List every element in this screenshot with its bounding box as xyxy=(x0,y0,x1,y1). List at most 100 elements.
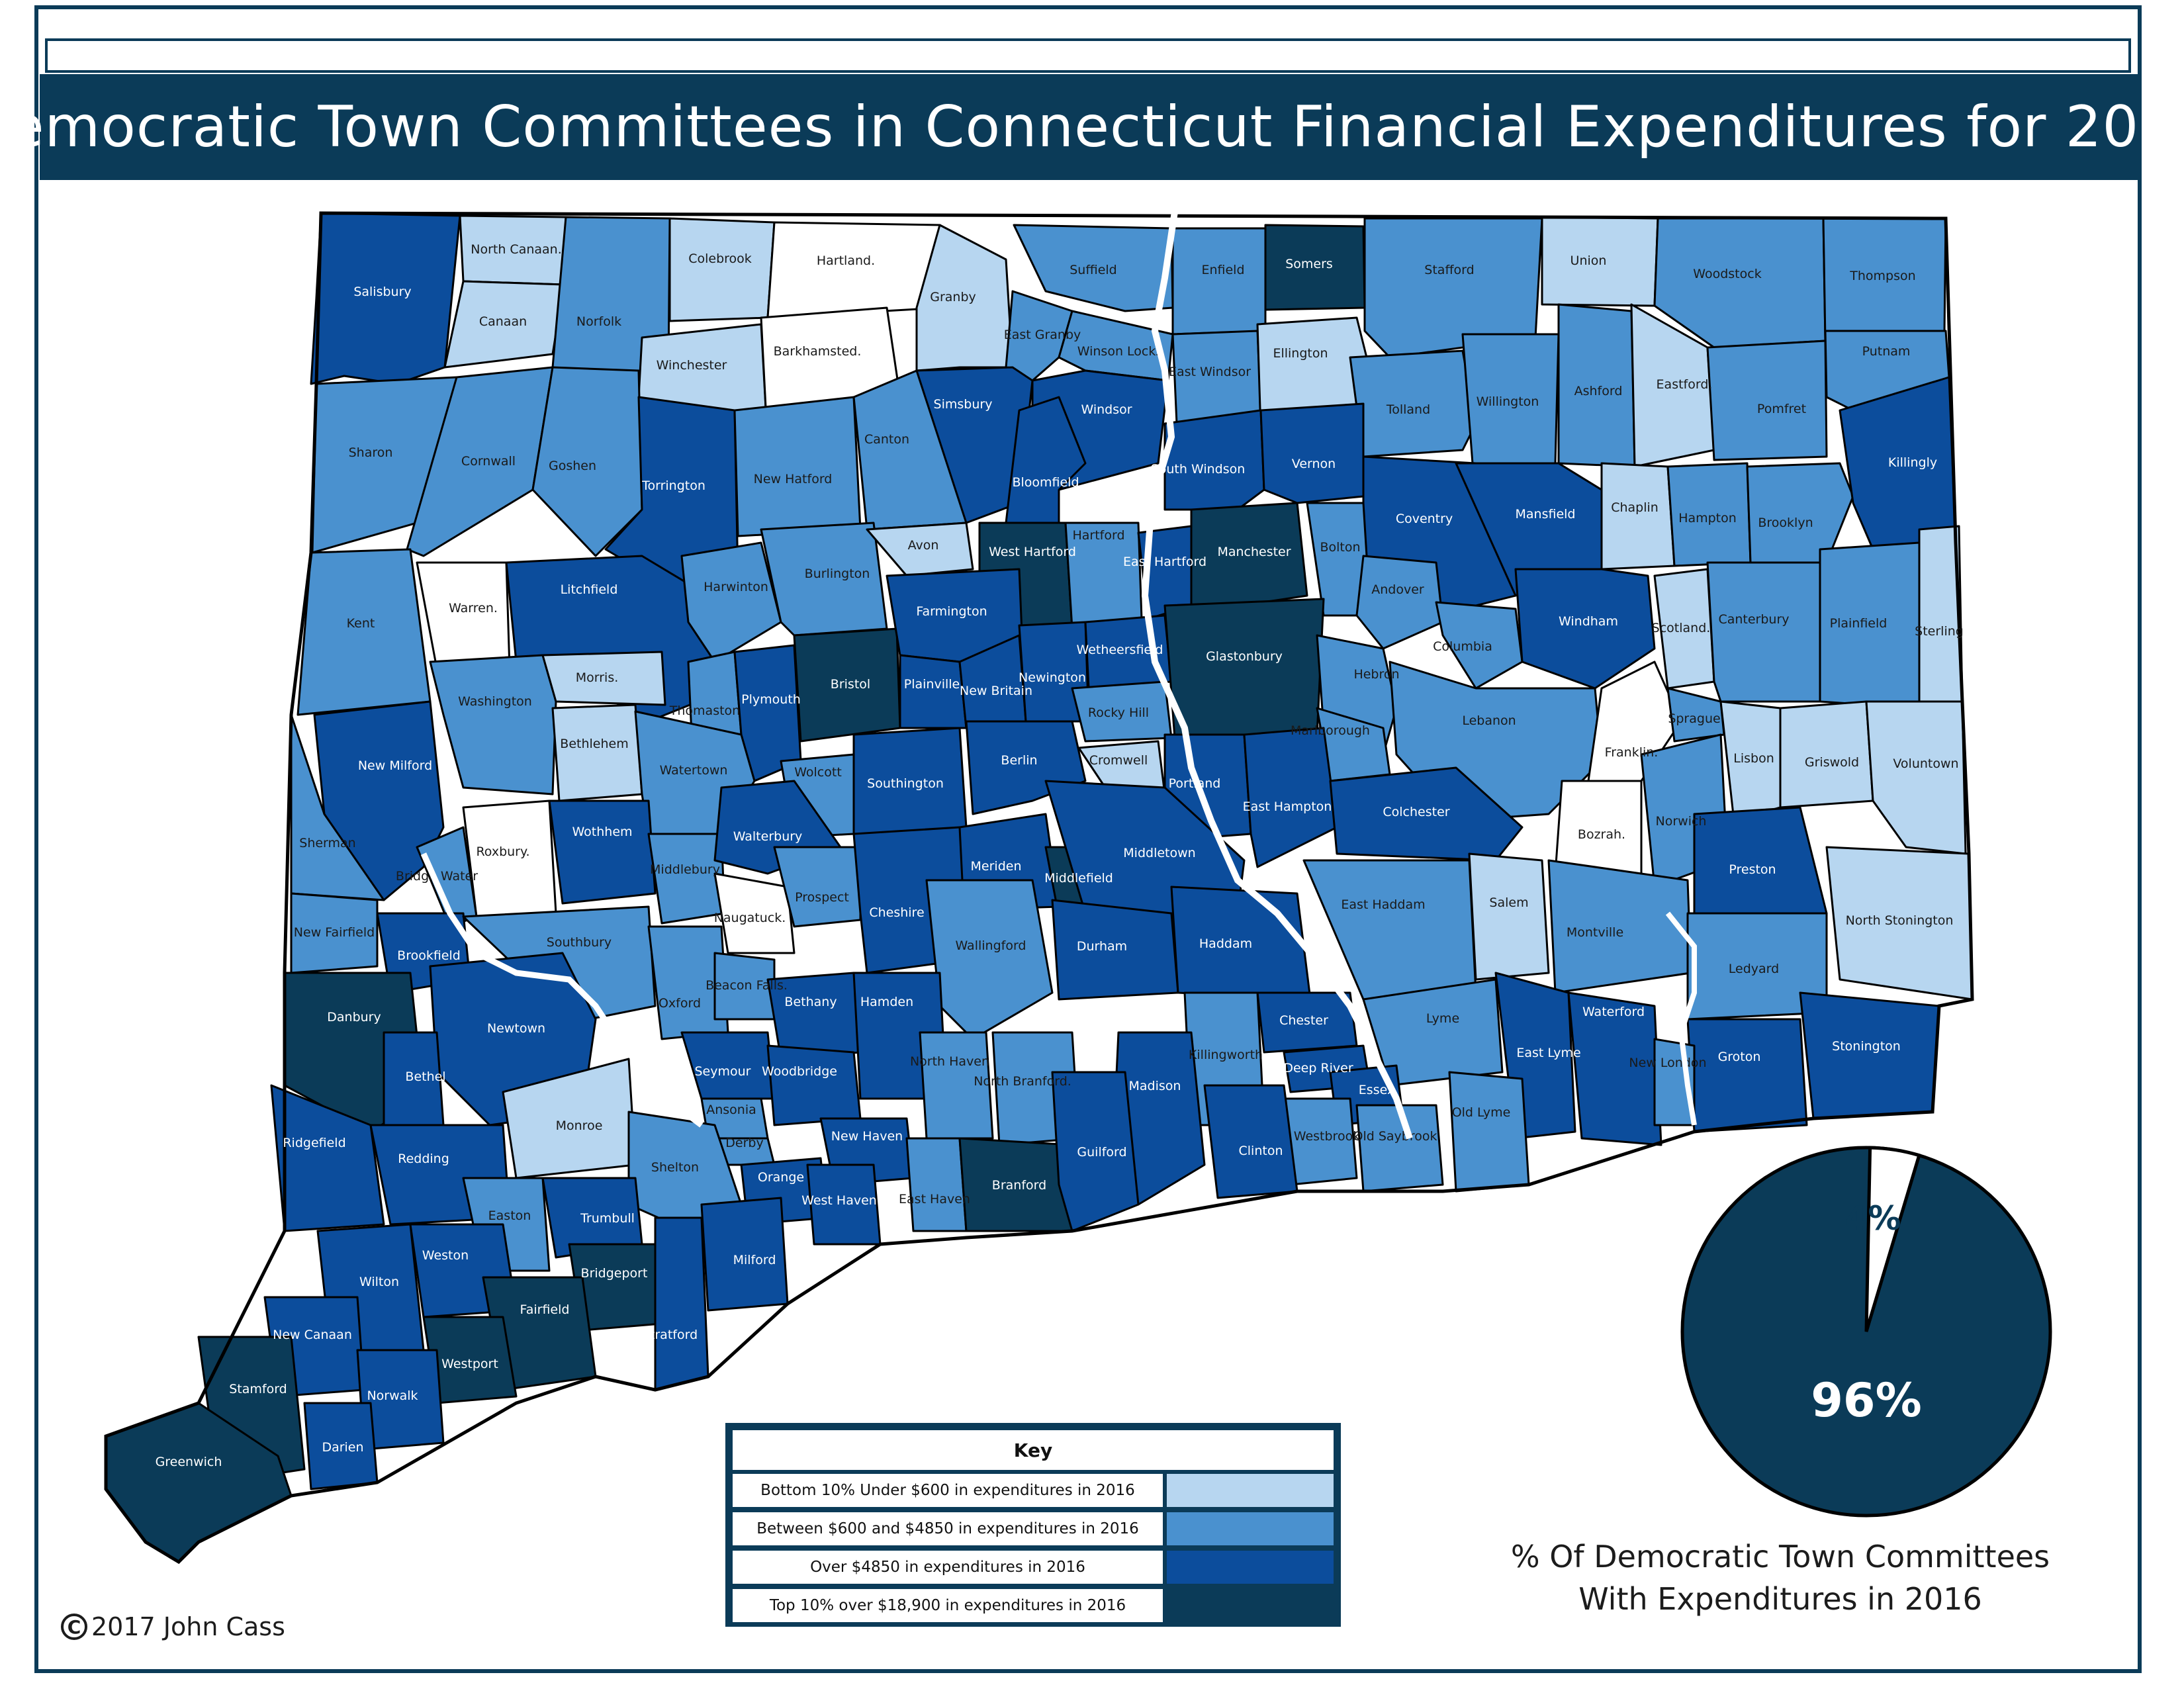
town-label: Bloomfield xyxy=(1012,475,1079,490)
town-harwinton xyxy=(680,541,782,663)
town-colebrook xyxy=(668,217,776,322)
town-label: Monroe xyxy=(556,1118,603,1133)
pie-without-expenditures xyxy=(1864,1146,1921,1332)
town-label: East Hampton xyxy=(1243,799,1332,814)
town-label: Easton xyxy=(488,1208,531,1223)
town-label: Trumbull xyxy=(580,1211,635,1226)
town-label: Vernon xyxy=(1292,457,1336,471)
town-label: Danbury xyxy=(327,1010,381,1025)
town-label: Morris. xyxy=(576,670,619,685)
town-label: Washington xyxy=(458,694,532,709)
town-label: Windham xyxy=(1559,614,1618,629)
connecticut-river xyxy=(1141,211,1413,1140)
town-label: East Hartford xyxy=(1123,555,1206,569)
town-label: Thomaston xyxy=(669,704,740,718)
town-vernon xyxy=(1259,402,1365,504)
town-label: Wilton xyxy=(359,1275,399,1289)
town-griswold xyxy=(1779,700,1874,809)
town-label: Sprague xyxy=(1668,711,1720,726)
town-label: Mansfield xyxy=(1516,507,1576,522)
state-outline xyxy=(104,211,1974,1565)
town-label: Wothhem xyxy=(572,825,632,839)
town-windham xyxy=(1514,568,1656,690)
town-salisbury xyxy=(310,212,461,385)
town-label: Salisbury xyxy=(353,285,411,299)
town-wallingford xyxy=(925,879,1054,1040)
town-label: Columbia xyxy=(1433,639,1492,654)
town-label: Greenwich xyxy=(156,1455,222,1469)
town-label: Cheshire xyxy=(869,905,924,920)
pie-caption-line1: % Of Democratic Town Committees xyxy=(1510,1539,2050,1574)
town-label: Sherman xyxy=(299,836,355,850)
town-label: Lisbon xyxy=(1733,751,1774,766)
town-label: Plymouth xyxy=(741,692,801,707)
town-label: Thompson xyxy=(1849,269,1915,283)
town-label: East Lyme xyxy=(1516,1046,1580,1060)
town-label: Meriden xyxy=(971,859,1022,874)
town-label: Barkhamsted. xyxy=(774,344,862,359)
town-label: Goshen xyxy=(549,459,596,473)
town-label: Killingworth xyxy=(1189,1048,1263,1062)
page-title: Democratic Town Committees in Connecticu… xyxy=(0,94,2184,160)
town-label: Ridgefield xyxy=(283,1136,345,1150)
town-label: Manchester xyxy=(1217,545,1291,559)
town-label: Kent xyxy=(347,616,375,631)
town-east-haven xyxy=(905,1137,968,1232)
town-bethlehem xyxy=(551,704,643,802)
town-label: Southbury xyxy=(547,935,612,950)
town-label: Orange xyxy=(758,1170,804,1185)
town-label: Bethel xyxy=(405,1070,445,1084)
town-label: Essex xyxy=(1359,1083,1394,1097)
title-bar: Democratic Town Committees in Connecticu… xyxy=(0,74,2184,180)
town-label: Plainfield xyxy=(1830,616,1888,631)
town-label: Franklin. xyxy=(1605,745,1659,760)
town-stratford xyxy=(654,1216,709,1391)
town-old-saybrook xyxy=(1355,1104,1444,1193)
town-label: Salem xyxy=(1489,895,1528,910)
town-glastonbury xyxy=(1163,598,1325,739)
town-groton xyxy=(1686,1018,1808,1133)
town-label: New Fairfield xyxy=(294,925,375,940)
town-label: Glastonbury xyxy=(1206,649,1283,664)
town-label: Berlin xyxy=(1001,753,1037,768)
town-canterbury xyxy=(1706,561,1828,703)
town-label: Ashford xyxy=(1574,384,1623,398)
town-label: Andover xyxy=(1371,582,1424,597)
town-label: Bridgeport xyxy=(581,1266,648,1281)
town-lyme xyxy=(1362,978,1504,1087)
town-label: Newtown xyxy=(487,1021,545,1036)
town-south-windson xyxy=(1163,409,1265,511)
town-label: Roxbury. xyxy=(476,844,529,859)
copyright: C 2017 John Cass xyxy=(61,1612,285,1641)
town-label: Branford xyxy=(992,1178,1046,1193)
town-label: Middletown xyxy=(1123,846,1195,860)
town-label: Voluntown xyxy=(1893,756,1958,771)
town-label: New Milford xyxy=(358,758,432,773)
town-label: Griswold xyxy=(1805,755,1859,770)
legend-label-between: Between $600 and $4850 in expenditures i… xyxy=(733,1512,1163,1545)
town-enfield xyxy=(1171,227,1267,336)
town-label: Hamden xyxy=(860,995,913,1009)
town-label: Bozrah. xyxy=(1578,827,1625,842)
town-label: Lyme xyxy=(1426,1011,1459,1026)
pie-label-without: 4% xyxy=(1845,1199,1901,1238)
town-label: Stratford xyxy=(642,1328,698,1342)
town-label: Tolland xyxy=(1386,402,1430,417)
town-label: Bethany xyxy=(784,995,837,1009)
copyright-icon: C xyxy=(61,1614,87,1640)
town-label: Wallingford xyxy=(955,938,1026,953)
town-label: Simsbury xyxy=(934,397,993,412)
housatonic-river xyxy=(420,852,704,1128)
town-washington xyxy=(429,654,557,796)
town-label: Guilford xyxy=(1077,1145,1126,1160)
town-label: Woodbridge xyxy=(762,1064,837,1079)
town-label: Brooklyn xyxy=(1758,516,1813,530)
town-label: Canton xyxy=(864,432,909,447)
town-label: New Canaan xyxy=(273,1328,352,1342)
town-label: Haddam xyxy=(1199,936,1252,951)
town-clinton xyxy=(1203,1084,1298,1199)
town-label: Windsor xyxy=(1081,402,1132,417)
town-label: Sterling xyxy=(1915,624,1964,639)
town-ridgefield xyxy=(270,1084,385,1232)
